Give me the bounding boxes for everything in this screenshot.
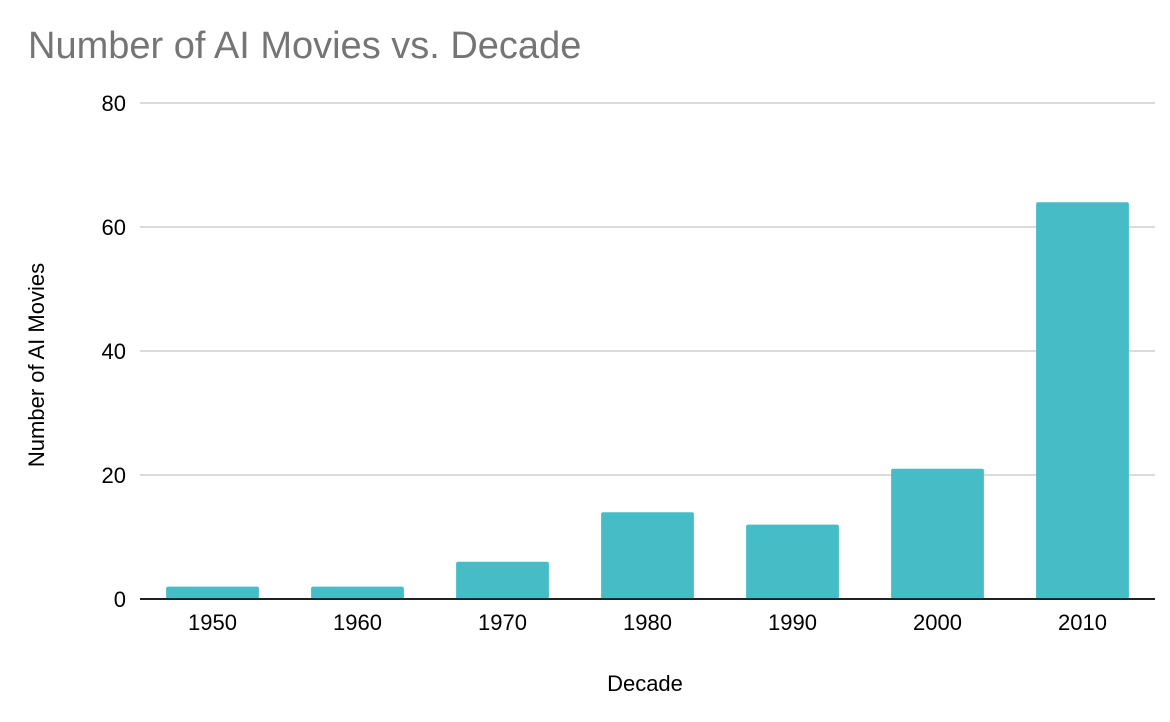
- y-axis-label: Number of AI Movies: [24, 263, 49, 467]
- bar-1950: [166, 586, 259, 599]
- bar-1960: [311, 586, 404, 599]
- x-tick-label: 2010: [1058, 610, 1107, 635]
- chart-title: Number of AI Movies vs. Decade: [28, 25, 581, 67]
- y-tick-label: 80: [102, 91, 126, 116]
- x-tick-label: 2000: [913, 610, 962, 635]
- x-tick-label: 1960: [333, 610, 382, 635]
- x-tick-label: 1980: [623, 610, 672, 635]
- bars: [140, 202, 1155, 600]
- x-axis-label: Decade: [607, 671, 683, 696]
- bar-2010: [1036, 202, 1129, 599]
- bar-1990: [746, 524, 839, 599]
- bar-1980: [601, 512, 694, 599]
- y-tick-label: 60: [102, 215, 126, 240]
- y-tick-label: 20: [102, 463, 126, 488]
- bar-2000: [891, 468, 984, 599]
- bar-1970: [456, 561, 549, 599]
- y-axis-ticks: 0 20 40 60 80: [102, 91, 126, 612]
- x-tick-label: 1970: [478, 610, 527, 635]
- y-tick-label: 40: [102, 339, 126, 364]
- y-tick-label: 0: [114, 587, 126, 612]
- x-tick-label: 1990: [768, 610, 817, 635]
- x-axis-ticks: 1950 1960 1970 1980 1990 2000 2010: [188, 610, 1107, 635]
- x-tick-label: 1950: [188, 610, 237, 635]
